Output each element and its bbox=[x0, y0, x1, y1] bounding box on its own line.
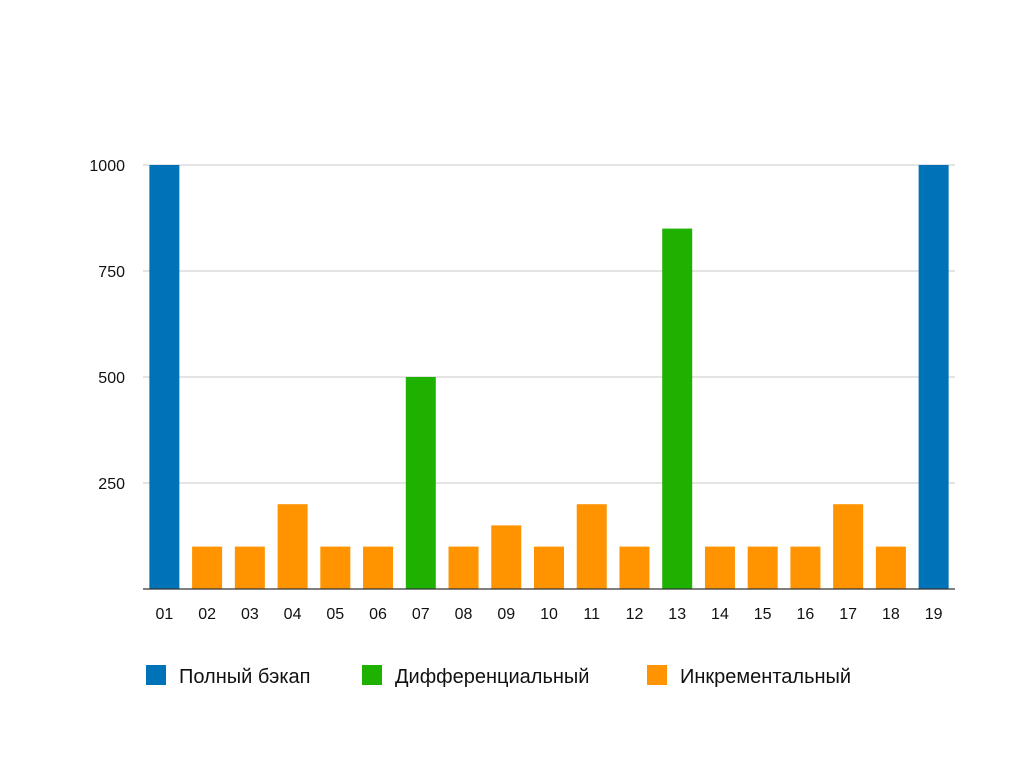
legend-label-diff: Дифференциальный bbox=[395, 666, 589, 688]
x-tick-label: 14 bbox=[711, 606, 729, 623]
legend-swatch-full bbox=[146, 665, 166, 685]
bar-01 bbox=[149, 165, 180, 589]
x-tick-label: 05 bbox=[326, 606, 344, 623]
y-tick-label: 1000 bbox=[89, 158, 125, 175]
bar-16 bbox=[790, 546, 821, 589]
x-tick-label: 10 bbox=[540, 606, 558, 623]
bar-08 bbox=[448, 546, 479, 589]
bar-03 bbox=[234, 546, 265, 589]
bar-19 bbox=[918, 165, 949, 589]
y-tick-label: 250 bbox=[98, 476, 125, 493]
x-tick-label: 17 bbox=[839, 606, 857, 623]
x-tick-label: 04 bbox=[284, 606, 302, 623]
bar-06 bbox=[363, 546, 394, 589]
bar-14 bbox=[704, 546, 735, 589]
bar-07 bbox=[405, 377, 436, 589]
bar-02 bbox=[192, 546, 223, 589]
x-tick-label: 19 bbox=[925, 606, 943, 623]
x-tick-label: 16 bbox=[797, 606, 815, 623]
legend-label-inc: Инкрементальный bbox=[680, 666, 851, 688]
bar-13 bbox=[662, 228, 693, 589]
bar-18 bbox=[875, 546, 906, 589]
bar-04 bbox=[277, 504, 308, 589]
x-tick-label: 02 bbox=[198, 606, 216, 623]
bar-12 bbox=[619, 546, 650, 589]
x-tick-label: 07 bbox=[412, 606, 430, 623]
bar-11 bbox=[576, 504, 607, 589]
y-tick-label: 500 bbox=[98, 370, 125, 387]
bar-17 bbox=[833, 504, 864, 589]
x-tick-label: 15 bbox=[754, 606, 772, 623]
bars bbox=[149, 165, 949, 589]
bar-15 bbox=[747, 546, 778, 589]
x-tick-label: 08 bbox=[455, 606, 473, 623]
gridlines bbox=[143, 164, 955, 484]
x-tick-label: 11 bbox=[583, 606, 600, 623]
legend-label-full: Полный бэкап bbox=[179, 666, 310, 688]
bar-09 bbox=[491, 525, 522, 589]
x-tick-label: 13 bbox=[668, 606, 686, 623]
y-axis-tick-labels: 250 500 750 1000 bbox=[89, 158, 125, 493]
x-tick-label: 12 bbox=[626, 606, 644, 623]
x-tick-label: 06 bbox=[369, 606, 387, 623]
x-tick-label: 18 bbox=[882, 606, 900, 623]
legend: Полный бэкап Дифференциальный Инкременталь… bbox=[146, 665, 851, 688]
x-tick-label: 01 bbox=[155, 606, 173, 623]
legend-swatch-diff bbox=[362, 665, 382, 685]
legend-swatch-inc bbox=[647, 665, 667, 685]
bar-05 bbox=[320, 546, 351, 589]
y-tick-label: 750 bbox=[98, 264, 125, 281]
x-axis-tick-labels: 01 02 03 04 05 06 07 08 09 10 11 12 13 14 15 16 17 18 19 bbox=[155, 606, 942, 623]
x-tick-label: 09 bbox=[497, 606, 515, 623]
bar-10 bbox=[534, 546, 564, 589]
x-tick-label: 03 bbox=[241, 606, 259, 623]
